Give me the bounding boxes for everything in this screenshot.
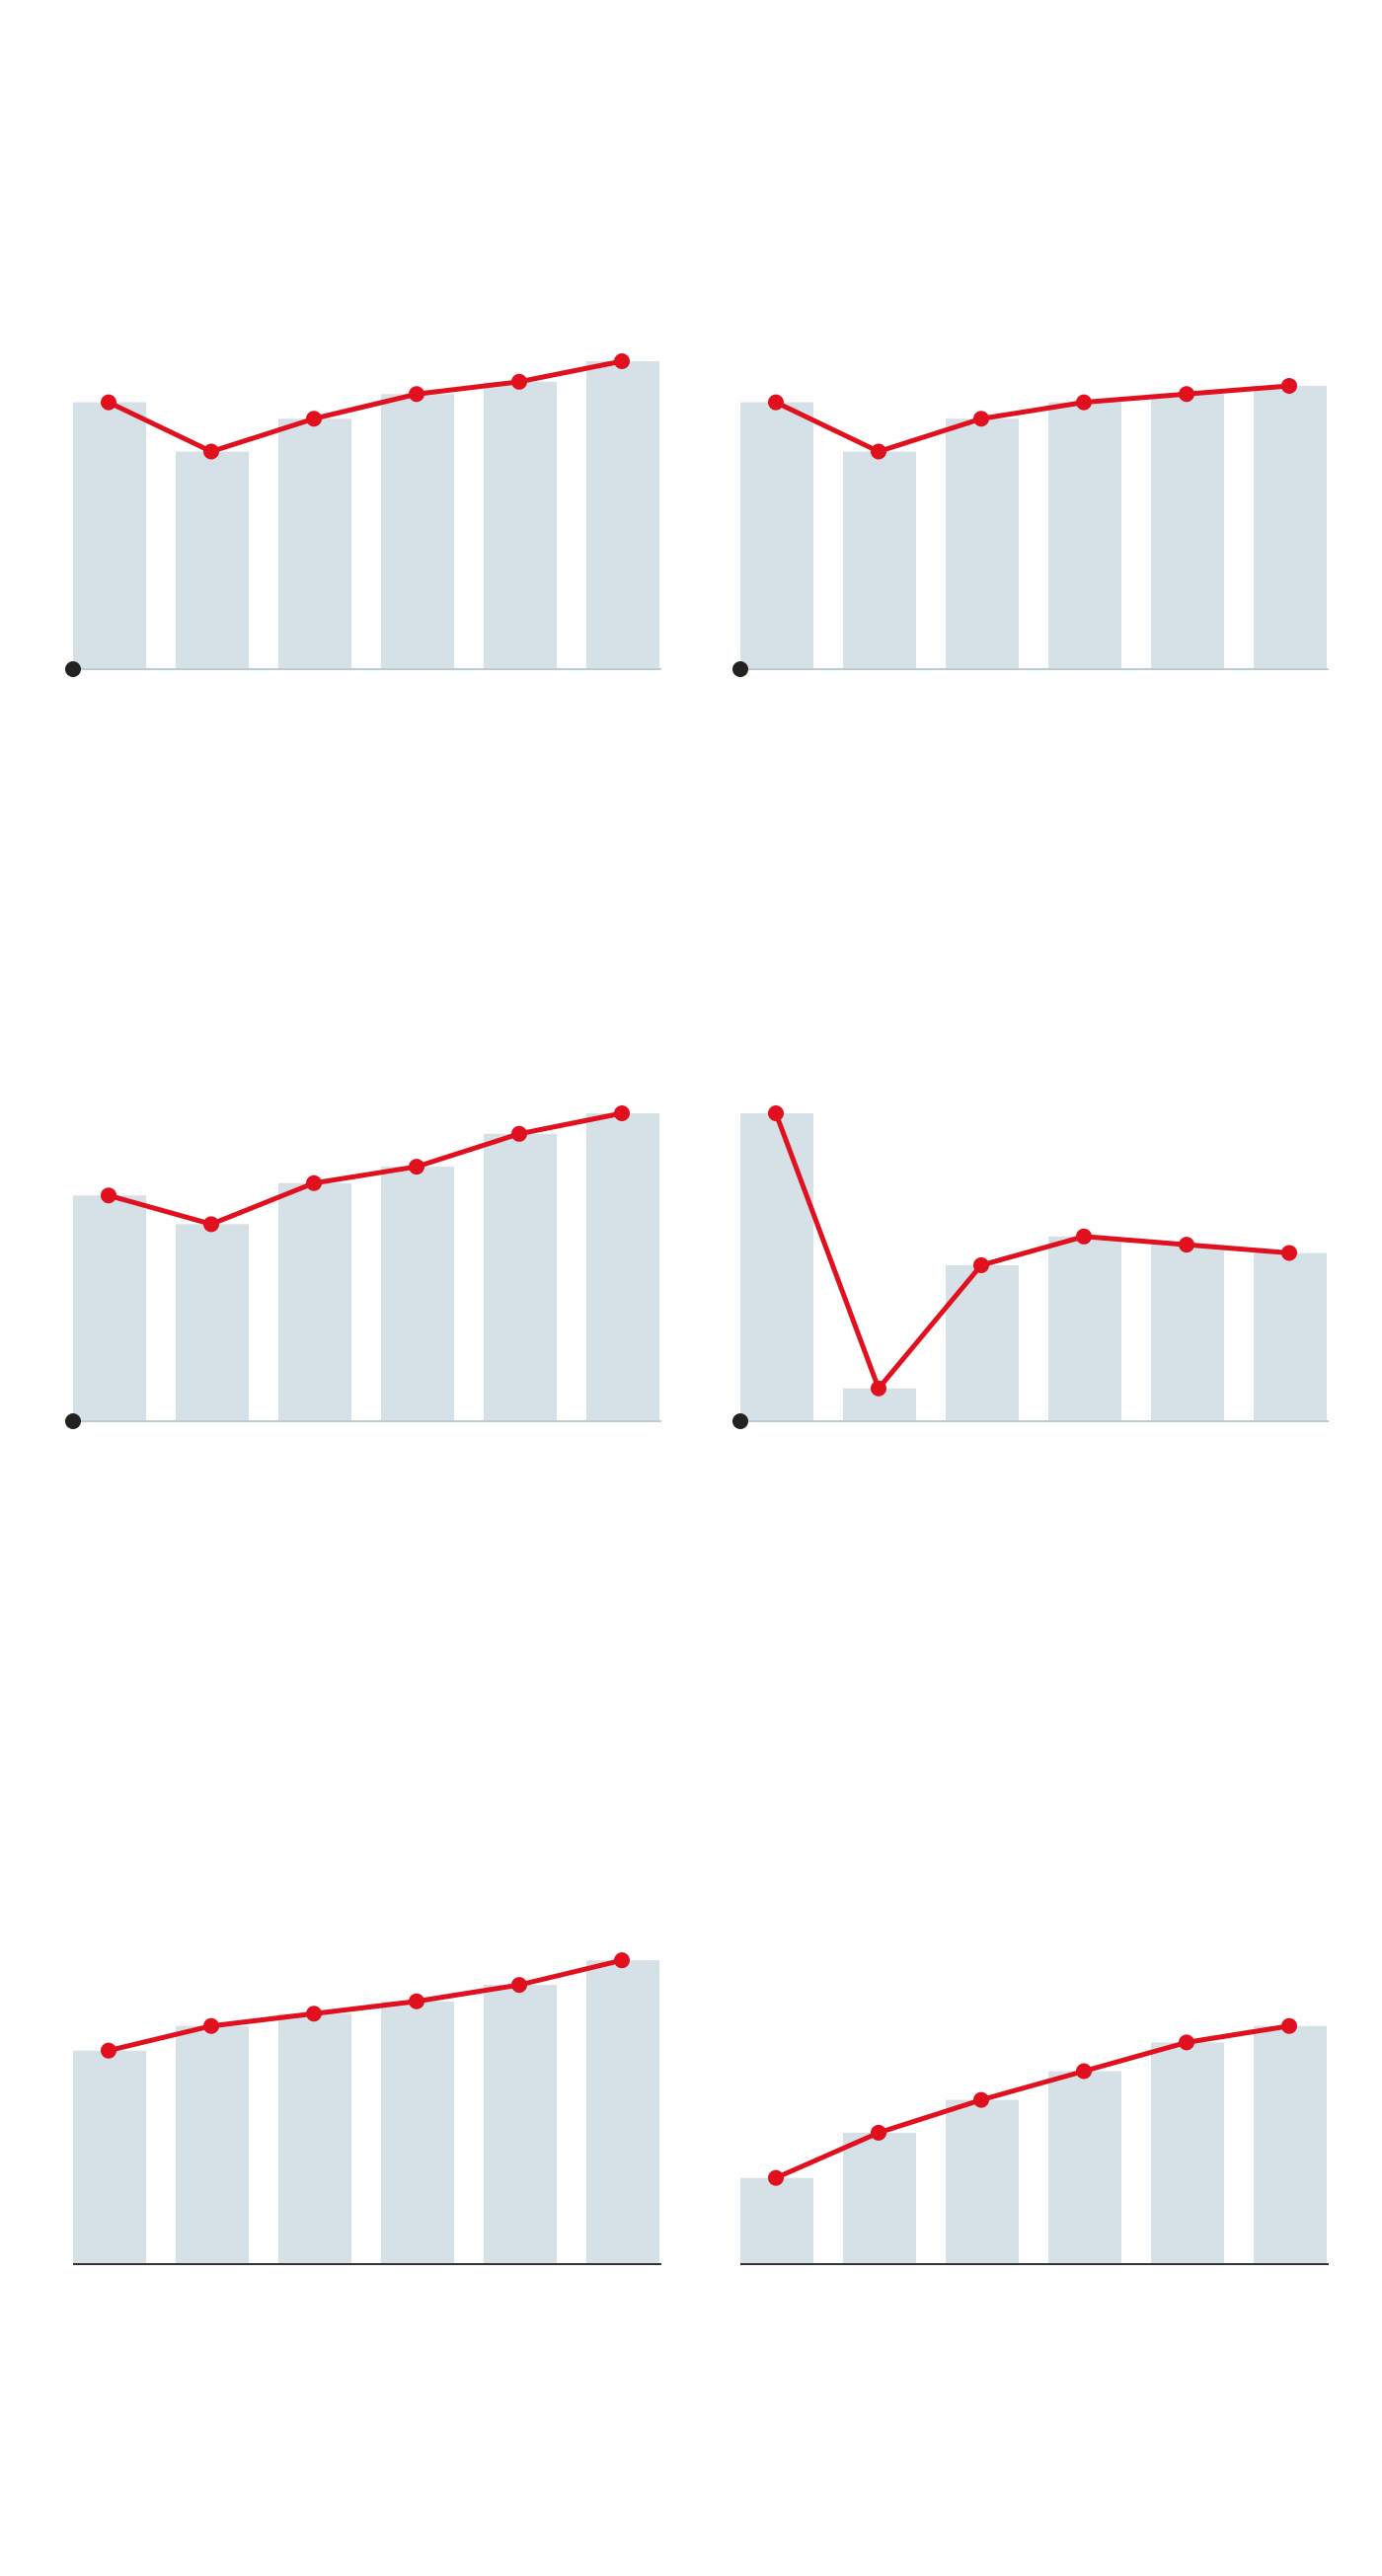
panel-5 [73,1952,661,2265]
bar-5 [484,1133,557,1421]
line-point-5 [511,1977,527,1994]
bar-5 [1151,2042,1224,2264]
line-point-5 [1179,1237,1194,1253]
series-line [106,1957,625,2054]
line-point-6 [614,1952,630,1969]
bar-6 [1254,2025,1327,2264]
bar-4 [381,2001,454,2264]
bar-5 [484,1985,557,2264]
bar-4 [1048,1236,1121,1421]
line-point-1 [101,2042,116,2059]
bar-2 [176,2025,249,2264]
line-point-2 [203,443,219,460]
series-line [773,383,1292,455]
origin-marker [65,1413,81,1429]
line-point-4 [1076,2063,1092,2080]
bar-1 [740,2177,813,2264]
bar-2 [176,1224,249,1421]
bar-4 [381,394,454,669]
series-line [773,1110,1292,1392]
origin-marker [65,661,81,677]
panel-6 [740,2017,1329,2265]
line-point-6 [1281,377,1297,394]
panel-3 [65,1105,661,1429]
line-point-1 [768,2169,784,2186]
panel-4 [732,1105,1329,1429]
bar-6 [586,1960,659,2264]
line-point-5 [1179,2034,1194,2051]
bar-4 [381,1167,454,1421]
line-point-5 [511,1125,527,1142]
bar-2 [843,2132,916,2264]
line-point-5 [511,373,527,390]
bar-1 [73,2050,146,2264]
line-point-4 [1076,394,1092,411]
line-point-2 [203,1216,219,1233]
panel-1 [65,353,661,677]
bar-2 [176,451,249,669]
bar-5 [1151,1245,1224,1421]
series-line [773,2023,1292,2181]
line-point-2 [871,1380,886,1397]
bar-6 [1254,385,1327,669]
line-point-3 [973,411,989,427]
line-point-4 [409,386,424,403]
bar-3 [946,2099,1019,2264]
bar-4 [1048,2071,1121,2264]
line-point-1 [768,1105,784,1121]
bar-6 [1254,1252,1327,1421]
bar-5 [484,381,557,669]
line-point-6 [614,353,630,369]
line-point-3 [306,411,322,427]
bar-1 [73,402,146,669]
bar-3 [278,418,351,669]
line-point-4 [409,1159,424,1175]
line-point-1 [768,394,784,411]
line-point-4 [409,1993,424,2009]
line-point-6 [1281,1245,1297,1261]
line-point-6 [614,1105,630,1121]
line-point-1 [101,1187,116,1204]
origin-marker [732,1413,748,1429]
bar-1 [740,1113,813,1421]
bar-3 [278,2013,351,2264]
bar-6 [586,361,659,669]
line-point-2 [203,2017,219,2034]
line-point-5 [1179,386,1194,403]
line-point-1 [101,394,116,411]
line-point-3 [306,2006,322,2022]
panel-2 [732,377,1329,677]
line-point-3 [973,2091,989,2108]
bar-3 [946,1264,1019,1421]
bar-3 [946,418,1019,669]
bar-1 [740,402,813,669]
series-line [106,358,625,455]
origin-marker [732,661,748,677]
line-point-2 [871,2124,886,2141]
series-line [106,1110,625,1227]
line-point-4 [1076,1228,1092,1245]
line-point-6 [1281,2017,1297,2034]
bar-3 [278,1182,351,1421]
bar-4 [1048,402,1121,669]
bar-2 [843,451,916,669]
line-point-3 [306,1174,322,1191]
bar-6 [586,1113,659,1421]
line-point-2 [871,443,886,460]
line-point-3 [973,1256,989,1273]
bar-1 [73,1195,146,1421]
bar-5 [1151,394,1224,669]
